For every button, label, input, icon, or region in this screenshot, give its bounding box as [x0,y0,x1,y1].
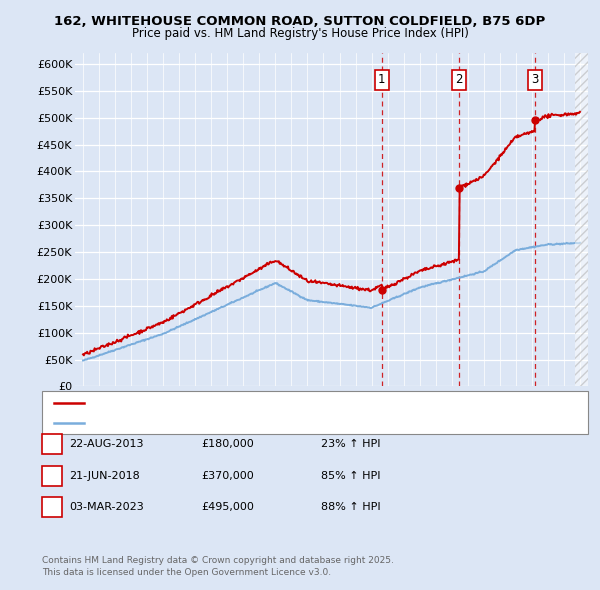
Text: 23% ↑ HPI: 23% ↑ HPI [321,439,380,448]
Text: £495,000: £495,000 [201,503,254,512]
Text: Price paid vs. HM Land Registry's House Price Index (HPI): Price paid vs. HM Land Registry's House … [131,27,469,40]
Text: £370,000: £370,000 [201,471,254,480]
Text: 2: 2 [49,471,55,480]
Text: 2: 2 [455,73,463,86]
Text: Contains HM Land Registry data © Crown copyright and database right 2025.: Contains HM Land Registry data © Crown c… [42,556,394,565]
Polygon shape [575,53,588,386]
Text: HPI: Average price, semi-detached house, Birmingham: HPI: Average price, semi-detached house,… [93,418,361,428]
Text: 1: 1 [49,439,55,448]
Text: 03-MAR-2023: 03-MAR-2023 [69,503,144,512]
Text: 3: 3 [531,73,538,86]
Text: This data is licensed under the Open Government Licence v3.0.: This data is licensed under the Open Gov… [42,568,331,577]
Text: 22-AUG-2013: 22-AUG-2013 [69,439,143,448]
Text: 162, WHITEHOUSE COMMON ROAD, SUTTON COLDFIELD, B75 6DP: 162, WHITEHOUSE COMMON ROAD, SUTTON COLD… [55,15,545,28]
Text: 88% ↑ HPI: 88% ↑ HPI [321,503,380,512]
Text: 3: 3 [49,503,55,512]
Text: 162, WHITEHOUSE COMMON ROAD, SUTTON COLDFIELD, B75 6DP (semi-detached house): 162, WHITEHOUSE COMMON ROAD, SUTTON COLD… [93,398,534,408]
Text: £180,000: £180,000 [201,439,254,448]
Text: 21-JUN-2018: 21-JUN-2018 [69,471,140,480]
Text: 1: 1 [378,73,386,86]
Text: 85% ↑ HPI: 85% ↑ HPI [321,471,380,480]
